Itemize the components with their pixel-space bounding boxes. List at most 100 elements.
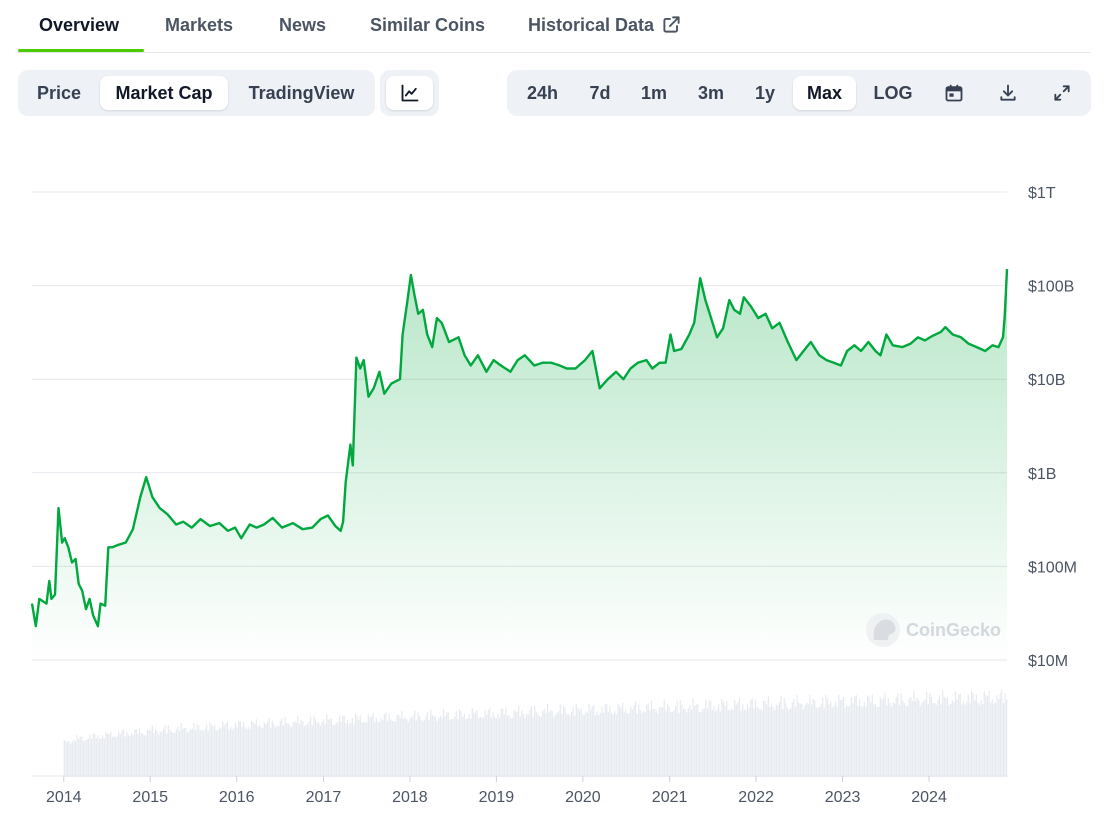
volume-bar bbox=[617, 703, 619, 777]
volume-bar bbox=[391, 721, 393, 777]
volume-bar bbox=[388, 713, 390, 777]
volume-bar bbox=[351, 718, 353, 777]
volume-bar bbox=[466, 718, 469, 777]
tab-historical-data[interactable]: Historical Data bbox=[528, 15, 681, 36]
volume-bar bbox=[151, 725, 153, 777]
volume-bar bbox=[180, 723, 182, 777]
volume-bar bbox=[220, 728, 222, 777]
range-max-button[interactable]: Max bbox=[793, 76, 856, 110]
range-1y-button[interactable]: 1y bbox=[754, 83, 776, 103]
volume-bar bbox=[862, 707, 864, 777]
tradingview-button[interactable]: TradingView bbox=[248, 83, 355, 103]
volume-bar bbox=[822, 697, 824, 777]
market-cap-button[interactable]: Market Cap bbox=[100, 76, 228, 110]
volume-bar bbox=[985, 695, 987, 777]
y-tick-label: $100B bbox=[1028, 279, 1074, 296]
tab-overview[interactable]: Overview bbox=[39, 15, 120, 35]
volume-bar bbox=[82, 741, 85, 777]
volume-bar bbox=[625, 709, 627, 777]
volume-bar bbox=[154, 729, 157, 777]
volume-bar bbox=[890, 706, 893, 777]
calendar-button[interactable] bbox=[933, 76, 975, 110]
volume-bar bbox=[498, 717, 501, 777]
volume-bar bbox=[122, 729, 125, 777]
tab-historical-data-label: Historical Data bbox=[528, 15, 655, 35]
volume-bar bbox=[327, 719, 329, 777]
volume-bar bbox=[212, 727, 214, 777]
volume-bar bbox=[124, 736, 126, 777]
volume-bar bbox=[422, 721, 424, 777]
watermark-text: CoinGecko bbox=[906, 620, 1001, 640]
expand-button[interactable] bbox=[1041, 76, 1083, 110]
download-button[interactable] bbox=[987, 76, 1029, 110]
volume-bar bbox=[785, 703, 787, 777]
y-axis-ticks: $1T $100B $10B $1B $100M $10M bbox=[1028, 185, 1077, 670]
tab-similar-coins[interactable]: Similar Coins bbox=[370, 15, 486, 35]
volume-bar bbox=[322, 719, 325, 777]
volume-bar bbox=[201, 729, 203, 777]
volume-bar bbox=[404, 716, 406, 777]
volume-bar bbox=[234, 723, 237, 777]
volume-bar bbox=[390, 719, 392, 777]
volume-bar bbox=[722, 701, 725, 777]
volume-bar bbox=[148, 730, 150, 777]
volume-bar bbox=[143, 735, 145, 777]
market-cap-area bbox=[32, 269, 1007, 660]
volume-bar bbox=[958, 694, 960, 777]
volume-bar bbox=[206, 724, 208, 777]
volume-bar bbox=[950, 704, 952, 777]
volume-bar bbox=[474, 712, 477, 777]
volume-bar bbox=[465, 719, 467, 777]
volume-bar bbox=[815, 707, 817, 777]
tab-markets[interactable]: Markets bbox=[165, 15, 234, 35]
volume-bar bbox=[284, 717, 286, 777]
volume-bar bbox=[183, 727, 185, 777]
volume-bar bbox=[452, 718, 454, 777]
volume-bar bbox=[510, 718, 512, 777]
volume-bar bbox=[801, 704, 803, 777]
volume-bar bbox=[562, 705, 565, 777]
volume-bar bbox=[329, 719, 331, 777]
volume-bar bbox=[570, 711, 573, 777]
volume-bar bbox=[292, 722, 294, 777]
tab-news[interactable]: News bbox=[279, 15, 327, 35]
calendar-icon bbox=[945, 84, 963, 102]
volume-bar bbox=[574, 715, 576, 777]
volume-bar bbox=[860, 705, 862, 777]
volume-bar bbox=[330, 718, 333, 777]
price-button[interactable]: Price bbox=[36, 83, 82, 103]
volume-bar bbox=[476, 709, 478, 777]
x-tick-label: 2024 bbox=[911, 789, 947, 806]
download-icon bbox=[1000, 84, 1016, 101]
volume-bar bbox=[998, 699, 1000, 777]
volume-bar bbox=[884, 692, 886, 777]
volume-bar bbox=[674, 706, 677, 777]
volume-bar bbox=[362, 722, 365, 777]
volume-bar bbox=[513, 710, 515, 777]
line-chart-button[interactable] bbox=[386, 76, 433, 110]
volume-bar bbox=[76, 735, 78, 777]
volume-bar bbox=[650, 700, 653, 777]
range-24h-button[interactable]: 24h bbox=[526, 83, 559, 103]
volume-bar bbox=[577, 708, 579, 777]
volume-bar bbox=[426, 712, 429, 777]
range-1m-button[interactable]: 1m bbox=[640, 83, 667, 103]
range-3m-button[interactable]: 3m bbox=[697, 83, 724, 103]
volume-bar bbox=[508, 715, 510, 777]
volume-bar bbox=[954, 691, 957, 777]
volume-bar bbox=[748, 707, 750, 777]
volume-bar bbox=[414, 710, 416, 777]
volume-bar bbox=[895, 697, 897, 777]
volume-bar bbox=[158, 734, 160, 777]
volume-bar bbox=[350, 722, 352, 777]
volume-bar bbox=[332, 724, 334, 777]
volume-bar bbox=[364, 721, 366, 777]
volume-bar bbox=[590, 709, 592, 777]
range-7d-button[interactable]: 7d bbox=[589, 83, 611, 103]
volume-bar bbox=[593, 705, 595, 777]
volume-bar bbox=[346, 719, 349, 777]
volume-bar bbox=[449, 719, 451, 777]
volume-bar bbox=[567, 713, 569, 777]
log-scale-button[interactable]: LOG bbox=[873, 83, 913, 103]
volume-bar bbox=[730, 708, 733, 777]
